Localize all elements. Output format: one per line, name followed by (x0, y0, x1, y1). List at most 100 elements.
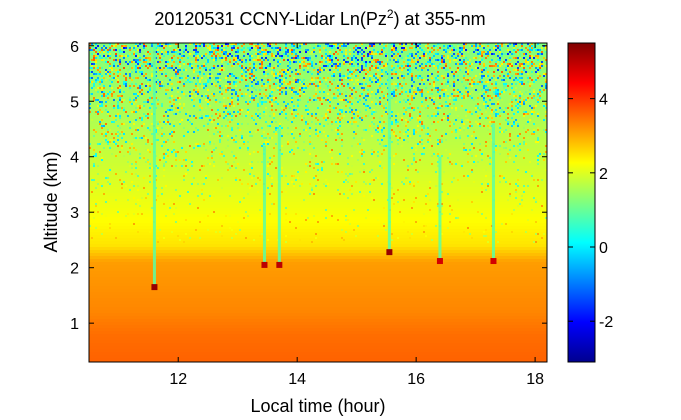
noise-pixel (105, 79, 107, 81)
noise-pixel (195, 53, 197, 55)
noise-pixel (485, 85, 487, 87)
noise-pixel (139, 43, 141, 45)
noise-pixel (543, 105, 545, 107)
noise-pixel (461, 119, 463, 121)
noise-pixel (501, 109, 503, 111)
noise-pixel (325, 53, 327, 55)
noise-pixel (145, 73, 147, 75)
noise-pixel (461, 81, 463, 83)
noise-pixel (235, 81, 237, 83)
noise-pixel (133, 123, 135, 125)
noise-pixel (93, 85, 95, 87)
noise-pixel (119, 51, 121, 53)
noise-pixel (189, 63, 191, 65)
noise-pixel (255, 49, 257, 51)
noise-pixel (379, 79, 381, 81)
noise-pixel (479, 55, 481, 57)
noise-pixel (95, 99, 97, 101)
noise-pixel (109, 75, 111, 77)
noise-pixel (259, 113, 261, 115)
noise-pixel (205, 67, 207, 69)
noise-pixel (437, 49, 439, 51)
noise-pixel (349, 105, 351, 107)
noise-pixel (489, 163, 491, 165)
noise-pixel (331, 55, 333, 57)
noise-pixel (247, 123, 249, 125)
noise-pixel (337, 53, 339, 55)
noise-pixel (345, 73, 347, 75)
noise-pixel (435, 77, 437, 79)
noise-pixel (293, 137, 295, 139)
noise-pixel (323, 91, 325, 93)
noise-pixel (489, 79, 491, 81)
noise-pixel (417, 107, 419, 109)
noise-pixel (137, 109, 139, 111)
noise-pixel (267, 57, 269, 59)
noise-pixel (479, 143, 481, 145)
heatmap-band (89, 280, 547, 284)
noise-pixel (225, 59, 227, 61)
noise-pixel (157, 103, 159, 105)
noise-pixel (109, 55, 111, 57)
noise-pixel (441, 87, 443, 89)
noise-pixel (361, 87, 363, 89)
noise-pixel (253, 45, 255, 47)
noise-pixel (481, 83, 483, 85)
noise-pixel (131, 133, 133, 135)
noise-pixel (453, 103, 455, 105)
noise-pixel (279, 81, 281, 83)
noise-pixel (155, 83, 157, 85)
noise-pixel (533, 107, 535, 109)
noise-pixel (267, 43, 269, 45)
noise-pixel (155, 139, 157, 141)
noise-pixel (509, 43, 511, 45)
noise-pixel (163, 153, 165, 155)
noise-pixel (301, 119, 303, 121)
noise-pixel (347, 129, 349, 131)
noise-pixel (459, 69, 461, 71)
noise-pixel (449, 97, 451, 99)
noise-pixel (219, 131, 221, 133)
noise-pixel (263, 61, 265, 63)
noise-pixel (139, 65, 141, 67)
noise-pixel (127, 151, 129, 153)
noise-pixel (373, 67, 375, 69)
noise-pixel (373, 59, 375, 61)
noise-pixel (161, 127, 163, 129)
noise-pixel (95, 187, 97, 189)
noise-pixel (331, 215, 333, 217)
noise-pixel (243, 143, 245, 145)
noise-pixel (259, 67, 261, 69)
noise-pixel (371, 135, 373, 137)
noise-pixel (123, 67, 125, 69)
noise-pixel (353, 137, 355, 139)
noise-pixel (311, 241, 313, 243)
noise-pixel (361, 137, 363, 139)
noise-pixel (497, 65, 499, 67)
noise-pixel (251, 79, 253, 81)
noise-pixel (137, 55, 139, 57)
noise-pixel (477, 91, 479, 93)
noise-pixel (101, 157, 103, 159)
noise-pixel (265, 69, 267, 71)
noise-pixel (337, 81, 339, 83)
noise-pixel (509, 103, 511, 105)
noise-pixel (259, 209, 261, 211)
noise-pixel (137, 63, 139, 65)
noise-pixel (507, 63, 509, 65)
noise-pixel (441, 213, 443, 215)
noise-pixel (219, 73, 221, 75)
noise-pixel (475, 105, 477, 107)
noise-pixel (427, 193, 429, 195)
noise-pixel (231, 97, 233, 99)
noise-pixel (411, 95, 413, 97)
cloud-base (386, 249, 393, 256)
noise-pixel (505, 113, 507, 115)
noise-pixel (209, 163, 211, 165)
noise-pixel (175, 113, 177, 115)
noise-pixel (403, 45, 405, 47)
noise-pixel (149, 115, 151, 117)
noise-pixel (359, 95, 361, 97)
noise-pixel (143, 135, 145, 137)
noise-pixel (293, 45, 295, 47)
